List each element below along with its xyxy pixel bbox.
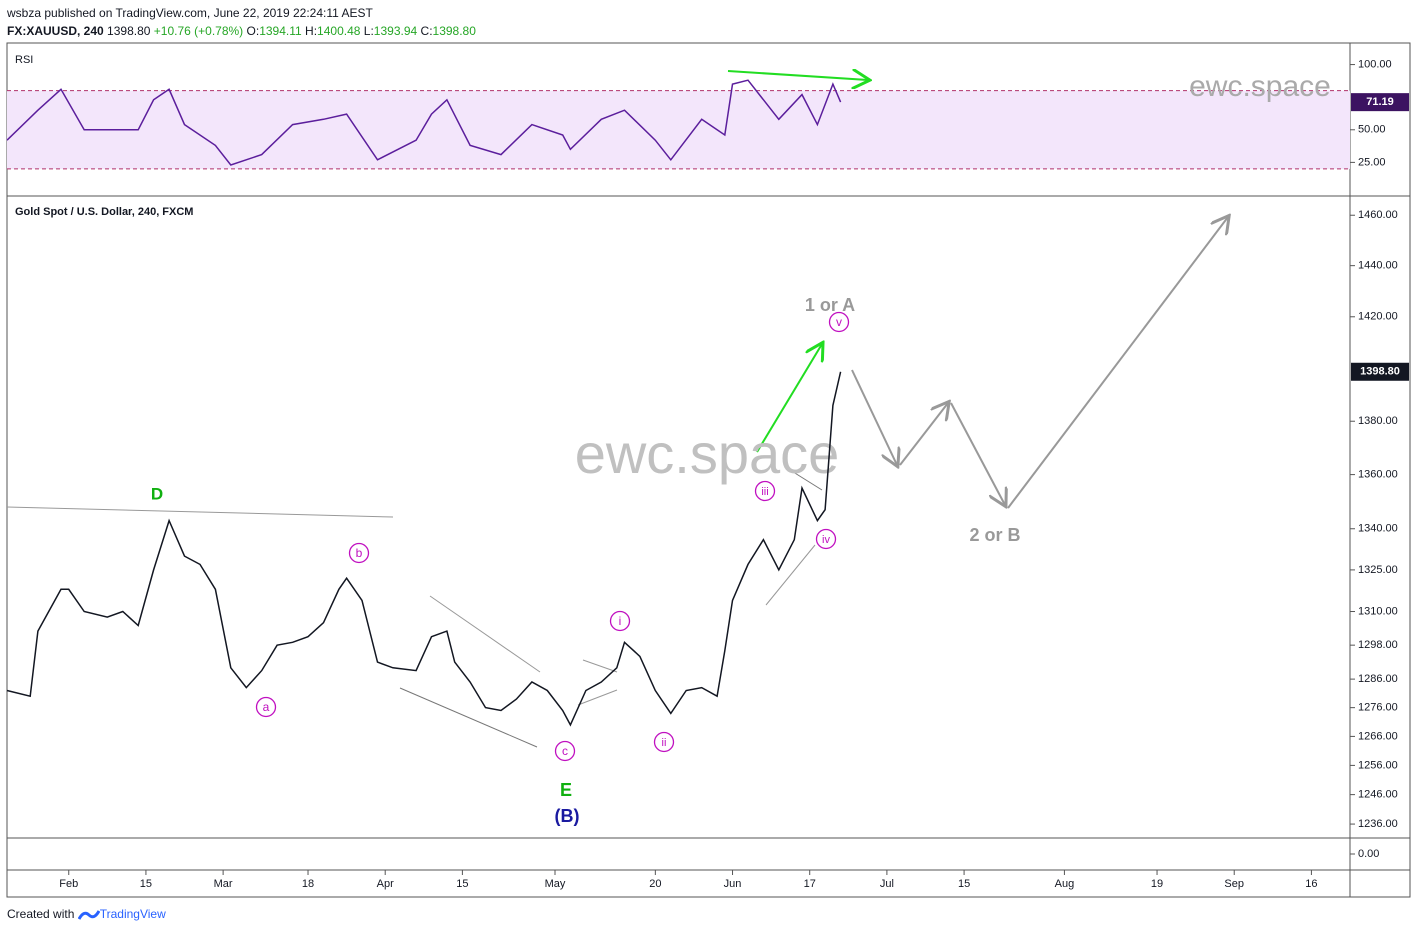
x-tick-label: Aug [1055,878,1075,890]
y-tick-label: 1236.00 [1358,818,1398,830]
wave-circle [554,740,576,762]
last: 1398.80 [107,24,151,38]
x-tick-label: 15 [456,878,468,890]
wave-circle [754,480,776,502]
x-tick-label: 19 [1151,878,1163,890]
x-tick-label: 16 [1305,878,1317,890]
y-tick-label: 1276.00 [1358,702,1398,714]
y-tick-label: 100.00 [1358,58,1392,70]
y-tick-label: 1256.00 [1358,759,1398,771]
wave-circle [348,542,370,564]
x-tick-label: 15 [140,878,152,890]
wave-circle [815,528,837,550]
header: wsbza published on TradingView.com, June… [7,4,476,40]
pane-title: RSI [15,54,33,66]
y-tick-label: 1325.00 [1358,564,1398,576]
x-tick-label: Jun [724,878,742,890]
x-tick-label: Apr [377,878,394,890]
y-tick-label: 1286.00 [1358,673,1398,685]
price-line [6,79,842,166]
wave-circle [653,731,675,753]
wave-circle [609,610,631,632]
x-tick-label: Jul [880,878,894,890]
y-tick-label: 1266.00 [1358,730,1398,742]
rsi-badge [1351,93,1409,112]
symbol: FX:XAUUSD, 240 [7,24,104,38]
rsi-badge-label: 71.19 [1366,96,1394,108]
created: Created with [7,907,75,921]
rsi-band [7,90,1350,169]
frame [6,42,1411,898]
ohlc-label: O: [246,24,260,38]
ohlc-value: 1398.80 [432,24,476,38]
watermark: ewc.space [575,422,840,485]
ohlc-label: C: [420,24,433,38]
y-tick-label: 1340.00 [1358,523,1398,535]
y-tick-label: 1246.00 [1358,789,1398,801]
y-tick-label: 1460.00 [1358,209,1398,221]
wave-label: i [619,614,622,628]
y-tick-label: 1310.00 [1358,605,1398,617]
ohlc-label: H: [305,24,318,38]
price-badge [1351,362,1409,381]
drawings [6,71,1228,748]
logo [77,910,101,920]
wave-label: D [151,484,163,503]
ohlc-label: L: [363,24,374,38]
wave-label: c [562,744,568,758]
wave-label: 1 or A [805,295,855,315]
y-tick-label: 25.00 [1358,156,1386,168]
footer: Created with TradingView [7,907,166,921]
quote-line: FX:XAUUSD, 240 1398.80 +10.76 (+0.78%) O… [7,22,476,40]
x-tick-label: Feb [59,878,78,890]
x-tick-label: Mar [214,878,233,890]
watermark: ewc.space [1189,70,1331,103]
price-badge-label: 1398.80 [1360,366,1400,378]
wave-circle [255,696,277,718]
x-tick-label: 20 [649,878,661,890]
ohlc-value: 1400.48 [317,24,361,38]
x-tick-label: 17 [804,878,816,890]
y-tick-label: 1420.00 [1358,311,1398,323]
price-line [6,371,842,727]
x-tick-label: May [545,878,566,890]
chart: 1236.00 1246.00 1256.00 1266.00 1276.00 1286.… [6,42,1411,898]
x-tick-label: 18 [302,878,314,890]
wave-label: 2 or B [969,525,1020,545]
wave-label: b [356,546,363,560]
x-tick-label: 15 [958,878,970,890]
y-tick-label: 1440.00 [1358,260,1398,272]
wave-label: ii [662,737,667,749]
wave-label: a [263,700,270,714]
y-tick-label: 50.00 [1358,124,1386,136]
change: +10.76 (+0.78%) [153,24,244,38]
wave-label: iii [761,486,768,498]
y-tick-label: 1380.00 [1358,415,1398,427]
brand: TradingView [99,907,166,921]
y-tick-label: 0.00 [1358,848,1379,860]
ohlc-value: 1393.94 [373,24,418,38]
wave-label: v [836,315,842,329]
wave-circle [828,311,850,333]
wave-label: (B) [555,806,580,826]
ohlc-value: 1394.11 [259,24,302,38]
pane-title: Gold Spot / U.S. Dollar, 240, FXCM [15,206,193,218]
publish-line: wsbza published on TradingView.com, June… [7,6,373,20]
wave-label: E [560,780,572,800]
x-tick-label: Sep [1224,878,1244,890]
wave-label: iv [822,534,830,546]
y-tick-label: 1360.00 [1358,469,1398,481]
y-tick-label: 1298.00 [1358,639,1398,651]
